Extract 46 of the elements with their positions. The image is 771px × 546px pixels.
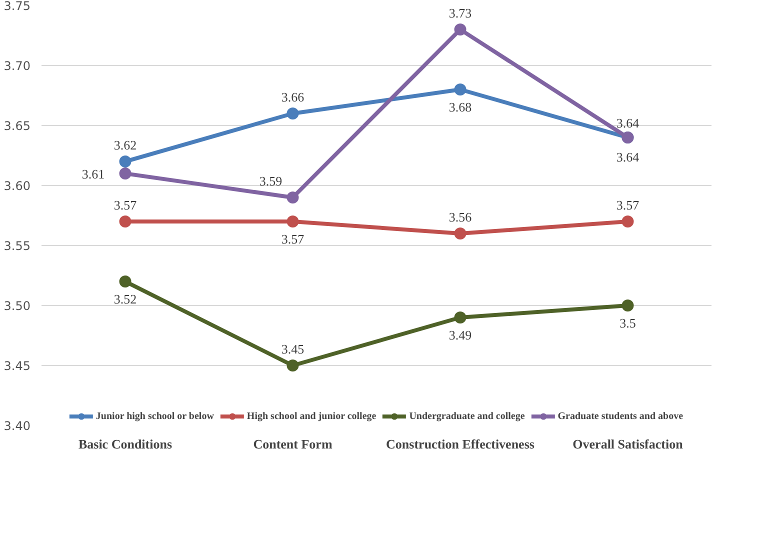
point xyxy=(119,156,132,168)
data-label: 3.61 xyxy=(82,166,105,182)
y-tick-label: 3.70 xyxy=(4,59,30,73)
data-label: 3.68 xyxy=(448,100,472,114)
y-tick-label: 3.65 xyxy=(4,119,30,133)
data-label: 3.73 xyxy=(448,6,472,20)
data-label: 3.56 xyxy=(448,210,472,224)
x-tick-label: Basic Conditions xyxy=(78,436,172,452)
point xyxy=(454,84,466,96)
y-tick-label: 3.60 xyxy=(4,179,30,193)
y-tick-label: 3.50 xyxy=(4,299,30,313)
y-tick-label: 3.40 xyxy=(4,419,30,433)
legend-label: Graduate students and above xyxy=(558,410,684,422)
data-label: 3.52 xyxy=(114,292,137,306)
data-label: 3.57 xyxy=(281,232,305,246)
x-tick-label: Overall Satisfaction xyxy=(572,436,684,452)
legend-label: High school and junior college xyxy=(246,410,376,422)
data-label: 3.5 xyxy=(620,316,636,330)
point xyxy=(286,108,299,120)
point xyxy=(454,24,466,36)
x-tick-label: Construction Effectiveness xyxy=(386,436,534,452)
point xyxy=(622,300,634,312)
y-tick-label: 3.55 xyxy=(4,239,30,253)
data-label: 3.66 xyxy=(281,90,305,104)
point xyxy=(454,228,466,240)
y-tick-label: 3.45 xyxy=(4,359,30,373)
data-label: 3.59 xyxy=(259,174,282,188)
data-label: 3.62 xyxy=(114,138,137,152)
point xyxy=(119,216,132,228)
data-label: 3.45 xyxy=(281,342,304,356)
point xyxy=(286,216,299,228)
data-label: 3.64 xyxy=(616,150,640,164)
legend-label: Undergraduate and college xyxy=(409,410,525,422)
point xyxy=(286,192,299,204)
data-label: 3.57 xyxy=(616,198,640,212)
point xyxy=(454,312,466,324)
point xyxy=(286,360,299,372)
legend-label: Junior high school or below xyxy=(96,410,214,422)
data-label: 3.57 xyxy=(114,198,138,212)
point xyxy=(119,276,132,288)
data-label: 3.64 xyxy=(616,116,640,130)
point xyxy=(622,216,634,228)
point xyxy=(119,168,132,180)
x-tick-label: Content Form xyxy=(253,436,332,452)
data-label: 3.49 xyxy=(448,328,472,342)
y-tick-label: 3.75 xyxy=(4,0,30,13)
